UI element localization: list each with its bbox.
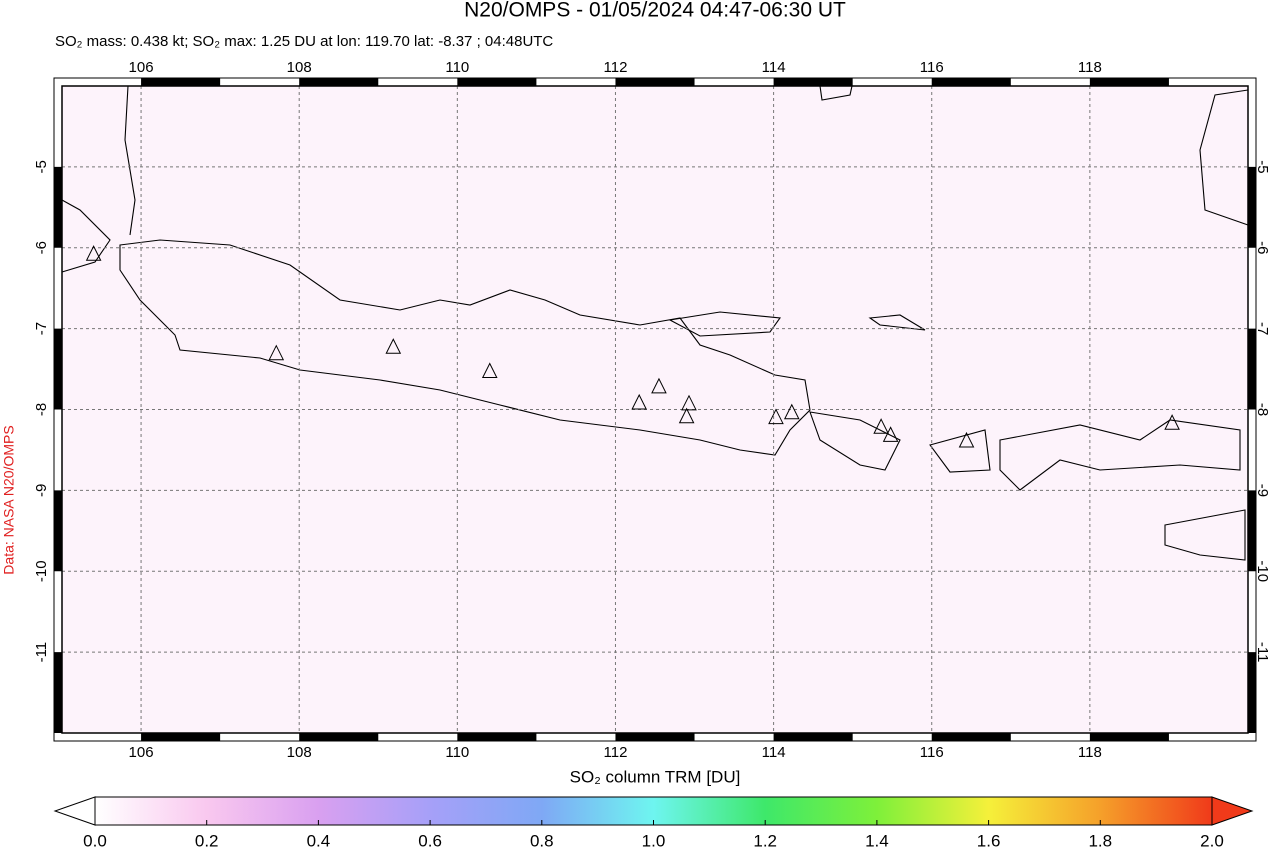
x-tick-label: 110 — [445, 744, 469, 761]
y-tick-label: -10 — [1254, 560, 1271, 582]
coastline — [929, 429, 991, 473]
y-tick-label: -6 — [1254, 241, 1271, 254]
volcano-marker — [268, 344, 285, 361]
frame-bar — [773, 733, 853, 741]
frame-bar — [1089, 733, 1169, 741]
volcano-marker — [873, 418, 889, 434]
y-tick-label: -6 — [33, 241, 50, 254]
colorbar-tick-label: 1.0 — [642, 831, 666, 850]
colorbar-tick-label: 1.2 — [753, 831, 777, 850]
frame-bar — [54, 652, 62, 733]
coastline — [819, 85, 853, 101]
volcano-marker — [678, 407, 695, 424]
frame-bar — [54, 328, 62, 410]
frame-bar — [773, 78, 853, 86]
coastline — [668, 311, 781, 337]
subtitle: SO₂ mass: 0.438 kt; SO₂ max: 1.25 DU at … — [55, 33, 553, 50]
side-label: Data: NASA N20/OMPS — [1, 425, 17, 574]
y-tick-label: -5 — [1254, 160, 1271, 173]
x-tick-label: 106 — [129, 744, 154, 761]
frame-bar — [141, 733, 221, 741]
y-tick-label: -8 — [1254, 403, 1271, 416]
colorbar-tick-label: 1.4 — [865, 831, 889, 850]
volcano-marker — [481, 362, 498, 378]
y-tick-label: -7 — [33, 322, 50, 335]
y-tick-label: -11 — [33, 642, 50, 663]
coastline — [61, 199, 111, 273]
coastline — [1199, 89, 1249, 226]
x-tick-label: 110 — [445, 59, 469, 76]
x-tick-label: 118 — [1078, 744, 1102, 761]
frame-bar — [1248, 166, 1256, 248]
coastline — [119, 239, 811, 456]
y-tick-label: -9 — [1254, 484, 1271, 497]
coastline — [124, 85, 136, 236]
frame-bar — [457, 733, 537, 741]
x-tick-label: 106 — [129, 59, 154, 76]
frame-bar — [1248, 328, 1256, 410]
colorbar-tick-label: 1.6 — [977, 831, 1001, 850]
colorbar-over — [1211, 796, 1254, 826]
colorbar-tick-label: 0.4 — [307, 831, 331, 850]
frame-bar — [299, 78, 379, 86]
x-tick-label: 118 — [1078, 59, 1102, 76]
frame-bar — [1089, 78, 1169, 86]
x-tick-label: 108 — [287, 744, 312, 761]
colorbar-tick-label: 1.8 — [1088, 831, 1112, 850]
colorbar-tick-label: 0.0 — [83, 831, 107, 850]
volcano-marker — [768, 408, 784, 425]
volcano-marker — [1164, 414, 1180, 430]
frame-bar — [54, 490, 62, 572]
frame-bar — [615, 733, 695, 741]
y-tick-label: -9 — [33, 484, 50, 497]
frame-bar — [141, 78, 221, 86]
colorbar-tick-label: 2.0 — [1200, 831, 1224, 850]
volcano-marker — [882, 426, 899, 442]
y-tick-label: -11 — [1254, 642, 1271, 663]
frame-bar — [931, 78, 1011, 86]
x-tick-label: 114 — [762, 59, 786, 76]
colorbar-tick-label: 0.2 — [195, 831, 219, 850]
volcano-marker — [681, 394, 697, 411]
chart-title: N20/OMPS - 01/05/2024 04:47-06:30 UT — [464, 0, 846, 22]
frame-bar — [299, 733, 379, 741]
volcano-marker — [958, 431, 975, 448]
coastline — [868, 314, 926, 331]
y-tick-label: -7 — [1254, 322, 1271, 335]
map-background — [62, 86, 1248, 733]
volcano-marker — [651, 377, 667, 394]
volcano-marker — [783, 403, 800, 420]
frame-outer — [53, 77, 1257, 742]
colorbar-tick-label: 0.6 — [418, 831, 442, 850]
x-tick-label: 108 — [287, 59, 312, 76]
volcano-marker — [85, 245, 102, 261]
frame-bar — [54, 166, 62, 248]
x-tick-label: 114 — [762, 744, 786, 761]
y-tick-label: -8 — [33, 403, 50, 416]
frame-bar — [1248, 490, 1256, 572]
colorbar-under — [53, 796, 96, 826]
colorbar-tick-label: 0.8 — [530, 831, 554, 850]
colorbar-label: SO₂ column TRM [DU] — [570, 767, 741, 786]
volcano-marker — [385, 338, 402, 354]
y-tick-label: -5 — [33, 160, 50, 173]
x-tick-label: 116 — [920, 59, 944, 76]
frame-bar — [615, 78, 695, 86]
frame-bar — [457, 78, 537, 86]
coastlines — [61, 85, 1249, 561]
coastline — [809, 411, 901, 471]
coastline — [999, 419, 1241, 491]
frame-bar — [931, 733, 1011, 741]
coastline — [1164, 509, 1246, 561]
x-tick-label: 112 — [604, 59, 628, 76]
y-tick-label: -10 — [33, 560, 50, 582]
frame-bar — [1248, 652, 1256, 733]
x-tick-label: 116 — [920, 744, 944, 761]
x-tick-label: 112 — [604, 744, 628, 761]
volcano-marker — [631, 393, 647, 410]
